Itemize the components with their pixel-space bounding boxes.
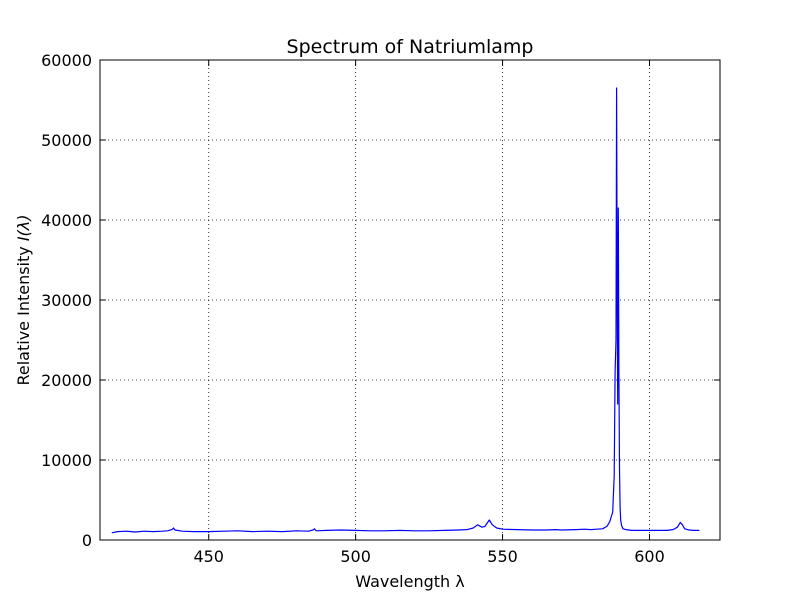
x-tick-label: 450	[193, 547, 224, 566]
y-axis-label: Relative Intensity I(λ)	[14, 214, 33, 385]
y-tick-label: 50000	[41, 131, 92, 150]
y-tick-label: 10000	[41, 451, 92, 470]
y-tick-label: 20000	[41, 371, 92, 390]
y-tick-label: 40000	[41, 211, 92, 230]
x-tick-label: 600	[634, 547, 665, 566]
grid-lines	[100, 60, 720, 540]
y-axis-label-symbol: I(λ)	[14, 214, 33, 241]
x-axis-label: Wavelength λ	[355, 572, 464, 591]
plot-area	[111, 87, 700, 534]
y-tick-label: 0	[82, 531, 92, 550]
spectrum-line	[111, 87, 700, 534]
y-tick-label: 30000	[41, 291, 92, 310]
y-axis-label-text: Relative Intensity	[14, 241, 33, 385]
x-tick-label: 500	[340, 547, 371, 566]
axis-ticks: 450 500 550 600 0 10000 20000 30000 40000 50000 60…	[41, 51, 720, 566]
chart-title: Spectrum of Natriumlamp	[287, 36, 534, 58]
y-tick-label: 60000	[41, 51, 92, 70]
x-tick-label: 550	[487, 547, 518, 566]
